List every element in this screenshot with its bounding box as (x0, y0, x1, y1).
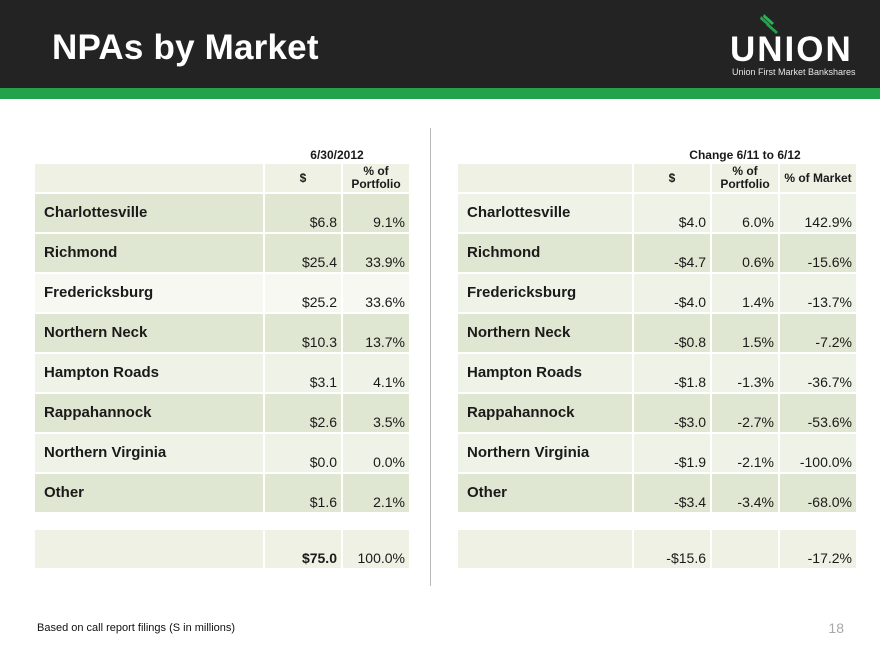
total-pct-portfolio (712, 530, 778, 568)
table-row: Charlottesville $6.8 9.1% (35, 194, 409, 232)
pct-portfolio-cell: -1.3% (712, 354, 778, 392)
dollars-cell: -$0.8 (634, 314, 710, 352)
pct-portfolio-cell: -2.7% (712, 394, 778, 432)
market-label: Richmond (458, 234, 632, 272)
pct-portfolio-cell: 33.9% (343, 234, 409, 272)
dollars-cell: -$1.9 (634, 434, 710, 472)
npa-change-table: Change 6/11 to 6/12 $ % of Portfolio % o… (456, 146, 858, 570)
dollars-cell: $2.6 (265, 394, 341, 432)
slide-title: NPAs by Market (52, 28, 319, 67)
pct-market-cell: -7.2% (780, 314, 856, 352)
total-dollars: -$15.6 (634, 530, 710, 568)
pct-market-cell: -53.6% (780, 394, 856, 432)
col-header-pct-market: % of Market (780, 164, 856, 192)
pct-portfolio-cell: 33.6% (343, 274, 409, 312)
table-row: Charlottesville $4.0 6.0% 142.9% (458, 194, 856, 232)
pct-portfolio-cell: 2.1% (343, 474, 409, 512)
dollars-cell: $25.2 (265, 274, 341, 312)
table-row: Hampton Roads -$1.8 -1.3% -36.7% (458, 354, 856, 392)
col-header-pct-portfolio: % of Portfolio (343, 164, 409, 192)
pct-portfolio-cell: 1.5% (712, 314, 778, 352)
pct-portfolio-cell: 13.7% (343, 314, 409, 352)
market-label: Richmond (35, 234, 263, 272)
dollars-cell: -$1.8 (634, 354, 710, 392)
footnote: Based on call report filings (S in milli… (37, 622, 236, 634)
pct-market-cell: -100.0% (780, 434, 856, 472)
total-dollars: $75.0 (265, 530, 341, 568)
table-row: Northern Neck -$0.8 1.5% -7.2% (458, 314, 856, 352)
table-row: Fredericksburg -$4.0 1.4% -13.7% (458, 274, 856, 312)
group-header: Change 6/11 to 6/12 (689, 148, 801, 162)
market-label: Northern Virginia (35, 434, 263, 472)
union-logo: UNION Union First Market Bankshares (728, 14, 858, 80)
group-header: 6/30/2012 (310, 148, 364, 162)
table-row: Hampton Roads $3.1 4.1% (35, 354, 409, 392)
market-label: Northern Neck (35, 314, 263, 352)
pct-market-cell: -68.0% (780, 474, 856, 512)
market-label: Northern Neck (458, 314, 632, 352)
pct-portfolio-cell: 4.1% (343, 354, 409, 392)
table-row: Fredericksburg $25.2 33.6% (35, 274, 409, 312)
market-label: Hampton Roads (35, 354, 263, 392)
pct-portfolio-cell: 9.1% (343, 194, 409, 232)
dollars-cell: -$3.4 (634, 474, 710, 512)
header-bar: NPAs by Market UNION Union First Market … (0, 0, 880, 88)
pct-portfolio-cell: -2.1% (712, 434, 778, 472)
pct-portfolio-cell: 6.0% (712, 194, 778, 232)
dollars-cell: -$4.7 (634, 234, 710, 272)
pct-portfolio-cell: 0.0% (343, 434, 409, 472)
market-label: Charlottesville (35, 194, 263, 232)
pct-portfolio-cell: 1.4% (712, 274, 778, 312)
dollars-cell: $25.4 (265, 234, 341, 272)
pct-market-cell: 142.9% (780, 194, 856, 232)
dollars-cell: $10.3 (265, 314, 341, 352)
dollars-cell: $3.1 (265, 354, 341, 392)
market-label: Charlottesville (458, 194, 632, 232)
total-row: -$15.6 -17.2% (458, 530, 856, 568)
pct-market-cell: -15.6% (780, 234, 856, 272)
pct-portfolio-cell: -3.4% (712, 474, 778, 512)
market-label: Fredericksburg (35, 274, 263, 312)
leaf-icon (760, 14, 778, 34)
pct-market-cell: -36.7% (780, 354, 856, 392)
npa-table-6-30-2012: 6/30/2012 $ % of Portfolio Charlottesvil… (33, 146, 411, 570)
market-label: Rappahannock (458, 394, 632, 432)
dollars-cell: -$4.0 (634, 274, 710, 312)
table-row: Other -$3.4 -3.4% -68.0% (458, 474, 856, 512)
table-row: Richmond $25.4 33.9% (35, 234, 409, 272)
market-label: Northern Virginia (458, 434, 632, 472)
market-label: Fredericksburg (458, 274, 632, 312)
market-label: Hampton Roads (458, 354, 632, 392)
market-label: Other (35, 474, 263, 512)
total-pct-portfolio: 100.0% (343, 530, 409, 568)
dollars-cell: $6.8 (265, 194, 341, 232)
total-pct-market: -17.2% (780, 530, 856, 568)
vertical-divider (430, 128, 431, 586)
market-label: Other (458, 474, 632, 512)
col-header-pct-portfolio: % of Portfolio (712, 164, 778, 192)
table-row: Rappahannock -$3.0 -2.7% -53.6% (458, 394, 856, 432)
table-row: Northern Neck $10.3 13.7% (35, 314, 409, 352)
accent-bar (0, 88, 880, 99)
dollars-cell: $0.0 (265, 434, 341, 472)
logo-subtitle: Union First Market Bankshares (732, 67, 856, 77)
pct-portfolio-cell: 0.6% (712, 234, 778, 272)
pct-market-cell: -13.7% (780, 274, 856, 312)
total-row: $75.0 100.0% (35, 530, 409, 568)
market-label: Rappahannock (35, 394, 263, 432)
logo-wordmark: UNION (730, 30, 853, 69)
dollars-cell: $1.6 (265, 474, 341, 512)
pct-portfolio-cell: 3.5% (343, 394, 409, 432)
table-row: Richmond -$4.7 0.6% -15.6% (458, 234, 856, 272)
table-row: Other $1.6 2.1% (35, 474, 409, 512)
page-number: 18 (828, 620, 844, 636)
table-row: Northern Virginia -$1.9 -2.1% -100.0% (458, 434, 856, 472)
col-header-dollars: $ (634, 164, 710, 192)
table-row: Northern Virginia $0.0 0.0% (35, 434, 409, 472)
table-row: Rappahannock $2.6 3.5% (35, 394, 409, 432)
dollars-cell: $4.0 (634, 194, 710, 232)
col-header-dollars: $ (265, 164, 341, 192)
dollars-cell: -$3.0 (634, 394, 710, 432)
